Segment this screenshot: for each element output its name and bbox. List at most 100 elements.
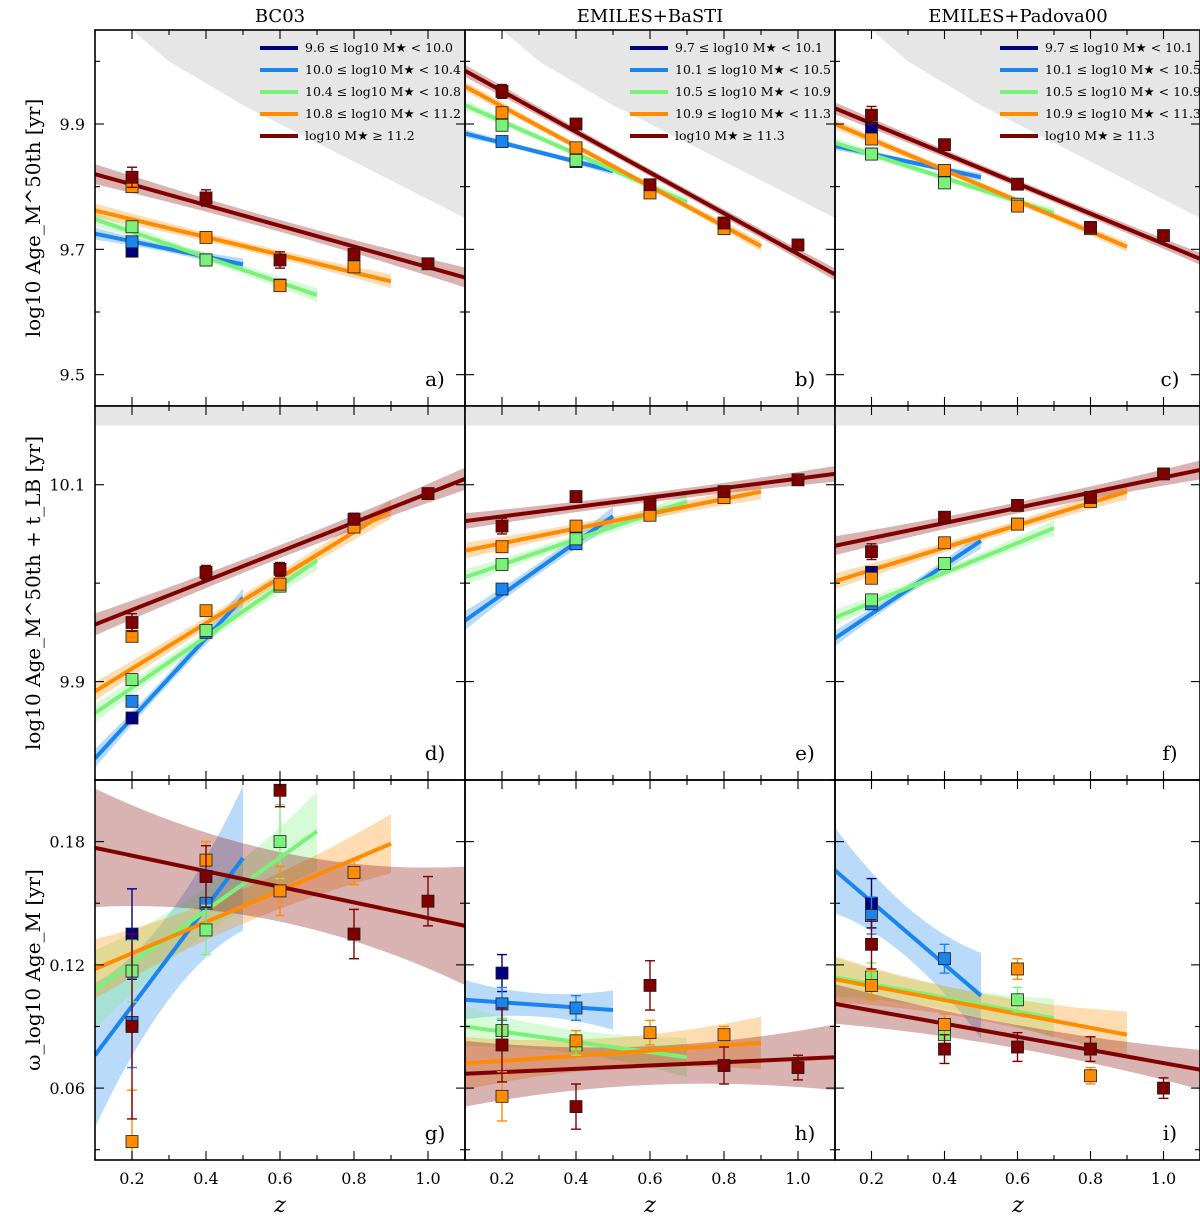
fit-line-series-3 — [465, 489, 762, 553]
point-marker — [569, 490, 583, 503]
point-marker — [717, 1028, 731, 1042]
point-marker — [347, 927, 361, 941]
data-point-series-3-2 — [1011, 958, 1024, 980]
data-point-series-4-3 — [717, 216, 731, 230]
column-title-emiles-padova00: EMILES+Padova00 — [928, 6, 1107, 27]
data-point-series-4-3 — [1084, 1036, 1097, 1063]
legend-label-3: 10.8 ≤ log10 M★ < 11.2 — [305, 106, 461, 121]
data-point-series-2-1 — [569, 153, 583, 167]
point-marker — [421, 894, 435, 908]
y-tick-label: 9.7 — [60, 240, 85, 259]
panel-label: h) — [795, 1121, 816, 1145]
legend-label-0: 9.6 ≤ log10 M★ < 10.0 — [305, 40, 453, 55]
panel-label: a) — [425, 367, 445, 391]
data-point-series-4-4 — [1157, 467, 1170, 481]
data-point-series-1-0 — [125, 235, 139, 249]
x-tick-label: 0.2 — [859, 1169, 884, 1188]
excluded-region — [132, 30, 465, 218]
excluded-region — [465, 406, 835, 426]
legend-label-1: 10.1 ≤ log10 M★ < 10.5 — [675, 62, 831, 77]
point-marker — [495, 966, 509, 980]
point-marker — [125, 220, 139, 234]
point-marker — [865, 132, 878, 146]
point-marker — [569, 519, 583, 533]
data-point-series-2-1 — [199, 624, 213, 637]
point-marker — [938, 1018, 951, 1031]
data-point-series-3-2 — [1011, 199, 1024, 213]
point-marker — [643, 979, 657, 992]
point-marker — [1011, 499, 1024, 512]
point-marker — [495, 1089, 509, 1103]
point-marker — [347, 866, 361, 879]
point-marker — [495, 540, 509, 554]
point-marker — [865, 593, 878, 607]
y-tick-label: 9.9 — [60, 115, 85, 134]
panels-group: 9.5 9.7 9.9 a) 9.6 ≤ log10 M★ < 10.0 10.0 ≤ l… — [49, 29, 1200, 1188]
data-point-series-3-0 — [865, 132, 878, 146]
point-marker — [495, 106, 509, 120]
point-marker — [495, 1038, 509, 1052]
data-point-series-4-2 — [643, 498, 657, 511]
data-point-series-3-2 — [643, 1019, 657, 1046]
data-point-series-2-0 — [865, 147, 878, 161]
legend-label-2: 10.5 ≤ log10 M★ < 10.9 — [675, 84, 831, 99]
legend-label-2: 10.5 ≤ log10 M★ < 10.9 — [1045, 84, 1200, 99]
data-point-series-3-0 — [125, 629, 139, 643]
x-tick-label: 0.4 — [193, 1169, 218, 1188]
panel-plot-area — [835, 406, 1200, 647]
panel-plot-area — [95, 780, 465, 1160]
point-marker — [273, 279, 287, 293]
x-tick-label: 0.6 — [267, 1169, 292, 1188]
panel-c: c) 9.7 ≤ log10 M★ < 10.1 10.1 ≤ log10 M★ <… — [834, 29, 1200, 407]
point-marker — [125, 711, 139, 725]
panel-label: f) — [1162, 741, 1177, 765]
point-marker — [1084, 220, 1097, 234]
point-marker — [643, 498, 657, 511]
point-marker — [273, 577, 287, 591]
x-axis-label-2: z — [1011, 1193, 1024, 1218]
panel-h: 0.2 0.4 0.6 0.8 1.0 h) — [464, 779, 836, 1188]
data-point-series-4-3 — [717, 485, 731, 499]
data-point-series-4-2 — [643, 178, 657, 192]
point-marker — [938, 536, 951, 550]
data-point-series-2-1 — [938, 557, 951, 570]
point-marker — [273, 253, 287, 267]
point-marker — [717, 1059, 731, 1072]
point-marker — [495, 582, 509, 596]
x-axis-label-1: z — [643, 1193, 656, 1218]
legend-label-1: 10.0 ≤ log10 M★ < 10.4 — [305, 62, 461, 77]
point-marker — [125, 235, 139, 249]
panel-plot-area — [835, 827, 1200, 1100]
point-marker — [569, 141, 583, 155]
data-point-series-3-1 — [199, 231, 213, 244]
data-point-series-2-0 — [125, 220, 139, 234]
panel-b: b) 9.7 ≤ log10 M★ < 10.1 10.1 ≤ log10 M★ <… — [464, 29, 836, 407]
y-tick-label: 10.1 — [49, 476, 85, 495]
data-point-series-3-0 — [495, 106, 509, 120]
legend-label-3: 10.9 ≤ log10 M★ < 11.3 — [1045, 106, 1200, 121]
x-tick-label: 0.2 — [489, 1169, 514, 1188]
panel-e: e) — [464, 405, 836, 781]
x-tick-label: 0.8 — [711, 1169, 736, 1188]
fit-line-series-1 — [95, 596, 245, 760]
legend-label-4: log10 M★ ≥ 11.3 — [1045, 128, 1155, 143]
legend-label-4: log10 M★ ≥ 11.3 — [675, 128, 785, 143]
point-marker — [199, 870, 213, 883]
column-title-bc03: BC03 — [255, 6, 305, 27]
data-point-series-4-0 — [495, 517, 509, 535]
data-point-series-3-2 — [273, 279, 287, 293]
point-marker — [791, 1061, 805, 1074]
data-point-series-4-4 — [421, 257, 435, 271]
data-point-series-3-0 — [495, 540, 509, 554]
data-point-series-1-0 — [495, 135, 509, 148]
point-marker — [199, 191, 213, 205]
data-point-series-3-3 — [347, 859, 361, 886]
point-marker — [1011, 199, 1024, 213]
point-marker — [495, 85, 509, 98]
data-point-series-4-4 — [791, 238, 805, 252]
data-point-series-4-1 — [199, 564, 213, 580]
point-marker — [125, 1135, 139, 1148]
row-ylabel-1: log10 Age_M^50th + t_LB [yr] — [21, 436, 45, 750]
data-point-series-4-2 — [273, 251, 287, 269]
point-marker — [938, 1042, 951, 1056]
